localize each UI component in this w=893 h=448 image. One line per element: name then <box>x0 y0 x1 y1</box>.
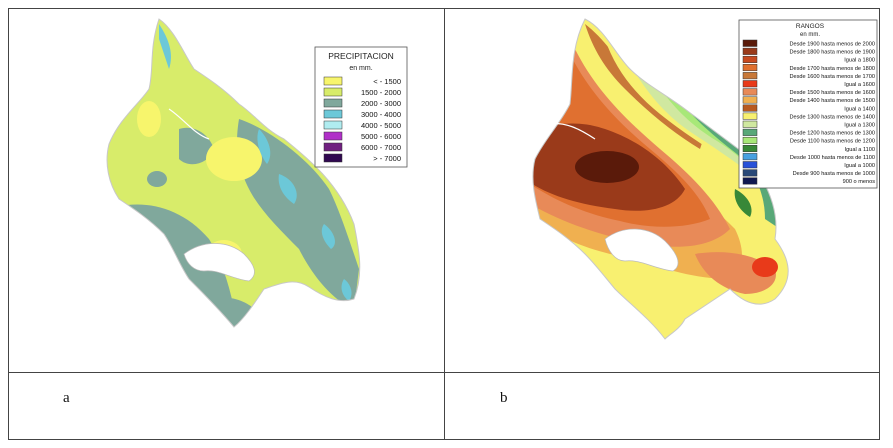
map-b-legend-item-label: Desde 900 hasta menos de 1000 <box>793 171 875 177</box>
map-b-legend-item-label: Desde 1400 hasta menos de 1500 <box>789 98 875 104</box>
map-b-legend-item-swatch <box>742 88 758 96</box>
caption-divider <box>8 372 880 373</box>
map-b-legend-item-label: Igual a 1300 <box>844 123 875 129</box>
map-b-legend <box>738 19 878 189</box>
map-b-legend-item-label: Desde 1900 hasta menos de 2000 <box>789 42 875 48</box>
map-b-legend-item-label: Igual a 1800 <box>844 58 875 64</box>
map-b-legend-item-swatch <box>742 169 758 177</box>
map-a-legend-item-swatch <box>323 87 343 97</box>
map-b-legend-item-swatch <box>742 136 758 144</box>
map-b-gulf <box>604 228 679 272</box>
map-a-legend-item-label: < - 1500 <box>373 77 401 86</box>
map-b-legend-item-swatch <box>742 64 758 72</box>
map-a-legend-item-swatch <box>323 120 343 130</box>
map-b-legend-item-label: 900 o menos <box>843 179 876 185</box>
map-a-legend-unit: en mm. <box>349 65 372 72</box>
map-a-legend-item-swatch <box>323 109 343 119</box>
map-a-legend-item-swatch <box>323 142 343 152</box>
map-b-legend-item-swatch <box>742 39 758 47</box>
map-b-legend-item-label: Desde 1300 hasta menos de 1400 <box>789 114 875 120</box>
map-b-legend-item-label: Igual a 1100 <box>845 147 875 153</box>
map-a-legend-item-label: > - 7000 <box>373 154 401 163</box>
map-a-legend-item-swatch <box>323 131 343 141</box>
map-b-legend-item-label: Desde 1200 hasta menos de 1300 <box>789 131 875 137</box>
map-b-legend-item-label: Desde 1100 hasta menos de 1200 <box>790 139 875 145</box>
map-b-legend-item-swatch <box>742 112 758 120</box>
map-b-legend-item-swatch <box>742 177 758 185</box>
map-a-legend-title: PRECIPITACION <box>328 51 394 61</box>
map-a-legend-item-label: 3000 - 4000 <box>361 110 401 119</box>
map-b-legend-items: Desde 1900 hasta menos de 2000 Desde 1800… <box>742 39 876 185</box>
map-b-legend-item-swatch <box>742 104 758 112</box>
map-b-legend-item-swatch <box>742 153 758 161</box>
map-b-legend-title: RANGOS <box>796 23 825 30</box>
map-b-legend-item-swatch <box>742 96 758 104</box>
map-a-legend-item-swatch <box>323 76 343 86</box>
map-b-legend-item-swatch <box>742 145 758 153</box>
map-a-legend-item-swatch <box>323 98 343 108</box>
caption-b: b <box>500 390 508 406</box>
map-b-legend-item-label: Igual a 1600 <box>844 82 875 88</box>
map-b-legend-item-label: Desde 1800 hasta menos de 1900 <box>789 50 875 56</box>
caption-a: a <box>63 390 70 406</box>
map-a-legend-item-label: 6000 - 7000 <box>361 143 401 152</box>
map-b-legend-item-label: Igual a 1400 <box>844 106 875 112</box>
map-b: RANGOS en mm. Desde 1900 hasta menos de … <box>532 18 878 340</box>
map-b-legend-item-swatch <box>742 72 758 80</box>
panel-divider-vertical <box>444 8 445 440</box>
map-b-legend-item-swatch <box>742 120 758 128</box>
map-b-legend-item-label: Desde 1500 hasta menos de 1600 <box>789 90 875 96</box>
map-a-legend-item-label: 5000 - 6000 <box>361 132 401 141</box>
map-a-gulf <box>183 243 255 282</box>
map-b-legend-item-label: Desde 1700 hasta menos de 1800 <box>789 66 875 72</box>
map-a-legend-item-swatch <box>323 153 343 163</box>
map-a-legend-item-label: 2000 - 3000 <box>361 99 401 108</box>
map-b-legend-item-label: Desde 1600 hasta menos de 1700 <box>789 74 875 80</box>
map-a-legend-item-label: 4000 - 5000 <box>361 121 401 130</box>
map-b-legend-unit: en mm. <box>800 32 820 38</box>
map-a-legend-item-label: 1500 - 2000 <box>361 88 401 97</box>
map-b-legend-item-label: Igual a 1000 <box>844 163 875 169</box>
map-a: PRECIPITACION en mm. < - 1500 1500 - 2000… <box>106 18 408 328</box>
map-b-legend-item-swatch <box>742 80 758 88</box>
map-b-legend-item-swatch <box>742 161 758 169</box>
map-a-legend-items: < - 1500 1500 - 2000 2000 - 3000 3000 - 400… <box>323 76 401 163</box>
map-b-legend-item-swatch <box>742 55 758 63</box>
map-b-legend-item-swatch <box>742 47 758 55</box>
map-b-legend-item-label: Desde 1000 hasta menos de 1100 <box>790 155 875 161</box>
map-b-legend-item-swatch <box>742 128 758 136</box>
